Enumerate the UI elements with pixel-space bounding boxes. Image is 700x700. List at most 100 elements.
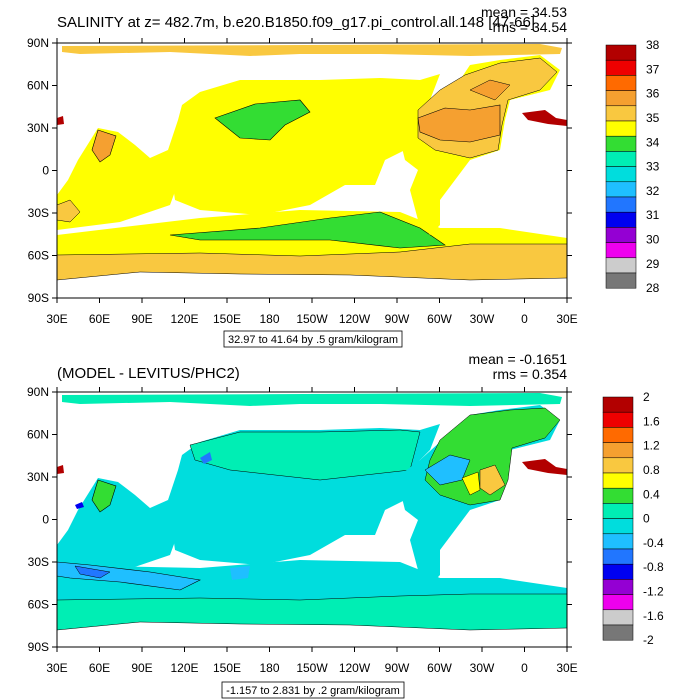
colorbar-label: 0 (643, 512, 650, 526)
lon-label: 90W (385, 661, 410, 675)
colorbar-label: 36 (646, 87, 660, 101)
colorbar-label: -1.2 (643, 585, 664, 599)
lon-label: 180 (259, 312, 279, 326)
lon-label: 0 (521, 661, 528, 675)
lon-label: 120E (170, 661, 198, 675)
colorbar-swatch (605, 90, 637, 107)
panel1-caption: 32.97 to 41.64 by .5 gram/kilogram (228, 334, 398, 346)
colorbar-swatch (605, 272, 637, 289)
colorbar-swatch (602, 533, 634, 550)
panel2-lat-axis: 90N 60N 30N 0 30S 60S 90S (27, 385, 572, 654)
colorbar-swatch (602, 624, 634, 641)
lon-label: 60E (89, 312, 110, 326)
lat-label: 60N (27, 428, 49, 442)
lat-label: 30N (27, 470, 49, 484)
lon-label: 150E (213, 312, 241, 326)
panel1-lon-axis: 30E 60E 90E 120E 150E 180 150W 120W 90W 60W 30W 0 30… (46, 38, 578, 326)
colorbar-swatch (602, 396, 634, 413)
colorbar-label: 34 (646, 135, 660, 149)
lon-label: 30W (470, 312, 495, 326)
panel2-rms: rms = 0.354 (493, 366, 568, 382)
panel2-caption-box (221, 681, 405, 699)
panel-difference: (MODEL - LEVITUS/PHC2) mean = -0.1651 rm… (27, 351, 664, 699)
lon-label: 150E (213, 661, 241, 675)
lon-label: 30W (470, 661, 495, 675)
colorbar-label: -2 (643, 633, 654, 647)
lat-label: 30N (27, 121, 49, 135)
colorbar-label: 33 (646, 160, 660, 174)
colorbar-label: -1.6 (643, 609, 664, 623)
colorbar-swatch (605, 120, 637, 137)
lon-label: 30E (556, 312, 577, 326)
panel1-lat-axis: 90N 60N 30N 0 30S 60S 90S (27, 36, 572, 305)
lon-label: 120W (339, 661, 371, 675)
colorbar-swatch (605, 44, 637, 61)
lat-label: 90N (27, 385, 49, 399)
lon-label: 0 (521, 312, 528, 326)
lat-label: 30S (28, 206, 49, 220)
lon-label: 150W (296, 312, 328, 326)
lat-label: 60N (27, 79, 49, 93)
colorbar-label: 2 (643, 390, 650, 404)
colorbar-swatch (602, 487, 634, 504)
lat-label: 60S (28, 249, 49, 263)
colorbar-swatch (602, 503, 634, 519)
lon-label: 90E (131, 312, 152, 326)
colorbar-swatch (605, 242, 637, 259)
panel2-colorbar: 2 1.6 1.2 0.8 0.4 0 -0.4 -0.8 -1.2 -1.6 -2 (602, 390, 664, 647)
colorbar-swatch (602, 427, 634, 443)
lon-label: 120E (170, 312, 198, 326)
colorbar-swatch (605, 257, 637, 274)
colorbar-swatch (602, 472, 634, 489)
panel1-caption-box (223, 330, 403, 348)
lon-label: 30E (46, 312, 67, 326)
lon-label: 60W (427, 661, 452, 675)
colorbar-swatch (605, 59, 637, 76)
colorbar-label: 1.6 (643, 414, 660, 428)
panel2-title: (MODEL - LEVITUS/PHC2) (57, 365, 240, 382)
colorbar-swatch (602, 442, 634, 459)
panel-salinity: SALINITY at z= 482.7m, b.e20.B1850.f09_g… (27, 4, 660, 348)
colorbar-label: 29 (646, 257, 660, 271)
colorbar-swatch (605, 75, 637, 91)
colorbar-label: 30 (646, 233, 660, 247)
colorbar-label: -0.4 (643, 536, 664, 550)
colorbar-swatch (602, 579, 634, 595)
colorbar-swatch (605, 227, 637, 243)
panel2-caption: -1.157 to 2.831 by .2 gram/kilogram (226, 685, 400, 697)
panel2-mean: mean = -0.1651 (469, 351, 568, 367)
panel1-rms: rms = 34.54 (493, 19, 568, 35)
colorbar-swatch (602, 563, 634, 580)
panel2-map (57, 392, 567, 647)
panel1-title: SALINITY at z= 482.7m, b.e20.B1850.f09_g… (57, 14, 535, 31)
panel1-colorbar: 38 37 36 35 34 33 32 31 30 29 28 (605, 38, 660, 295)
lat-label: 0 (42, 164, 49, 178)
colorbar-swatch (602, 411, 634, 428)
lon-label: 150W (296, 661, 328, 675)
lat-label: 60S (28, 598, 49, 612)
colorbar-swatch (602, 518, 634, 535)
lat-label: 30S (28, 555, 49, 569)
colorbar-swatch (605, 196, 637, 213)
lat-label: 90S (28, 640, 49, 654)
colorbar-label: 32 (646, 184, 660, 198)
lat-label: 0 (42, 513, 49, 527)
colorbar-swatch (605, 211, 637, 228)
colorbar-swatch (602, 594, 634, 611)
colorbar-label: 38 (646, 38, 660, 52)
panel1-map (57, 43, 567, 298)
colorbar-label: 31 (646, 208, 660, 222)
colorbar-swatch (605, 151, 637, 167)
lon-label: 180 (259, 661, 279, 675)
colorbar-label: 0.8 (643, 463, 660, 477)
colorbar-label: 37 (646, 62, 660, 76)
colorbar-swatch (605, 181, 637, 198)
lon-label: 120W (339, 312, 371, 326)
panel2-lon-axis: 30E 60E 90E 120E 150E 180 150W 120W 90W 60W 30W 0 30… (46, 387, 578, 675)
colorbar-label: 1.2 (643, 439, 660, 453)
colorbar-swatch (605, 166, 637, 183)
colorbar-label: 28 (646, 281, 660, 295)
lon-label: 60E (89, 661, 110, 675)
colorbar-swatch (605, 105, 637, 122)
